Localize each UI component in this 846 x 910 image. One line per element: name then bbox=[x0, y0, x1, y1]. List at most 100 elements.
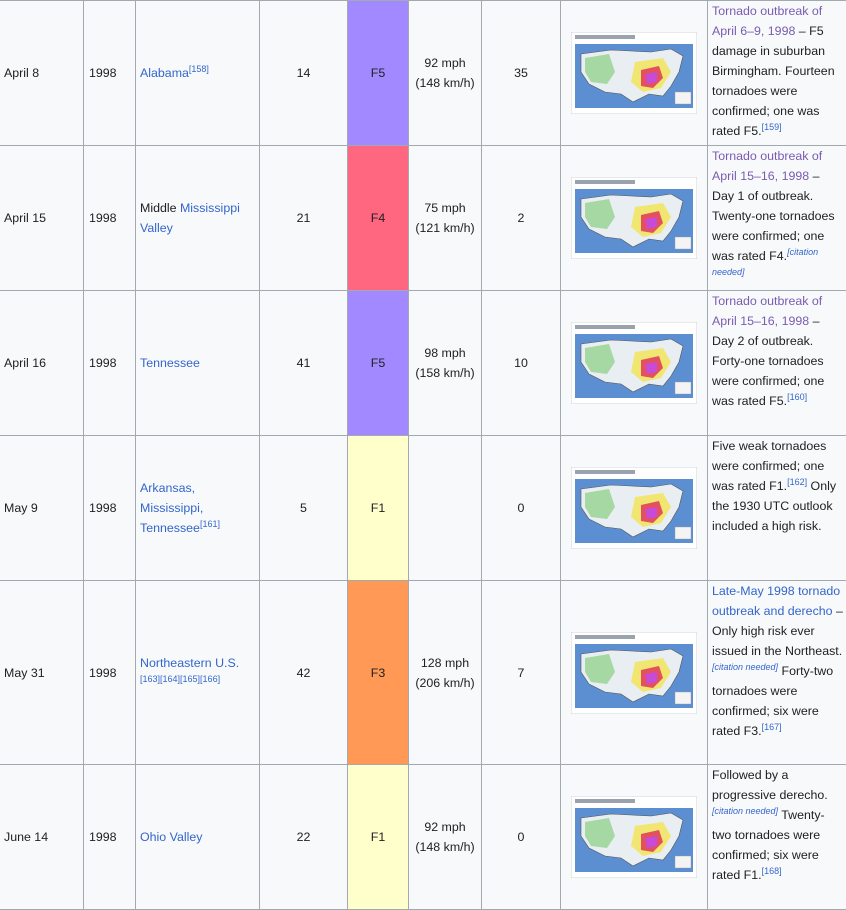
location-cell: Middle Mississippi Valley bbox=[136, 146, 260, 291]
deaths-cell: 10 bbox=[482, 291, 561, 436]
outlook-map-thumbnail[interactable] bbox=[561, 1, 707, 145]
reference-citation[interactable]: [160] bbox=[787, 392, 807, 402]
outbreak-article-link[interactable]: Tornado outbreak of April 15–16, 1998 bbox=[712, 294, 822, 328]
map-title-text bbox=[575, 180, 635, 184]
wind-mph: 98 mph bbox=[409, 343, 481, 363]
date-cell: May 31 bbox=[0, 581, 84, 765]
deaths-cell: 7 bbox=[482, 581, 561, 765]
table-row: June 14 1998 Ohio Valley 22 F1 92 mph(14… bbox=[0, 765, 846, 910]
outlook-map-cell[interactable] bbox=[561, 581, 708, 765]
outlook-map-cell[interactable] bbox=[561, 146, 708, 291]
location-link[interactable]: Arkansas, Mississippi, Tennessee bbox=[140, 481, 203, 535]
max-wind-cell: 92 mph(148 km/h) bbox=[409, 1, 482, 146]
notes-cell: Five weak tornadoes were confirmed; one … bbox=[708, 436, 846, 581]
citation-needed-tag[interactable]: [citation needed] bbox=[712, 806, 778, 816]
reference-citation[interactable]: [162] bbox=[787, 477, 807, 487]
deaths-cell: 0 bbox=[482, 765, 561, 910]
location-text: Middle bbox=[140, 201, 180, 215]
year-cell: 1998 bbox=[84, 581, 136, 765]
reference-citation[interactable]: [158] bbox=[189, 64, 209, 74]
table-row: April 16 1998 Tennessee 41 F5 98 mph(158… bbox=[0, 291, 846, 436]
table-row: May 9 1998 Arkansas, Mississippi, Tennes… bbox=[0, 436, 846, 581]
date-cell: April 15 bbox=[0, 146, 84, 291]
location-link[interactable]: Alabama bbox=[140, 66, 189, 80]
notes-cell: Late-May 1998 tornado outbreak and derec… bbox=[708, 581, 846, 765]
outlook-map-thumbnail[interactable] bbox=[561, 601, 707, 745]
table-row: May 31 1998 Northeastern U.S. [163][164][… bbox=[0, 581, 846, 765]
map-title-text bbox=[575, 35, 635, 39]
reference-citation[interactable]: [161] bbox=[200, 519, 220, 529]
map-legend bbox=[675, 92, 691, 104]
us-outlook-map-image bbox=[571, 177, 697, 259]
high-risk-area bbox=[645, 836, 657, 848]
outbreak-article-link[interactable]: Late-May 1998 tornado outbreak and derec… bbox=[712, 584, 840, 618]
us-outlook-map-image bbox=[571, 632, 697, 714]
wind-mph: 92 mph bbox=[409, 817, 481, 837]
high-risk-area bbox=[645, 72, 657, 84]
max-rating-cell: F5 bbox=[348, 291, 409, 436]
notes-cell: Tornado outbreak of April 15–16, 1998 – … bbox=[708, 291, 846, 436]
outlook-map-cell[interactable] bbox=[561, 436, 708, 581]
wind-mph: 75 mph bbox=[409, 198, 481, 218]
us-outlook-map-image bbox=[571, 796, 697, 878]
location-cell: Northeastern U.S. [163][164][165][166] bbox=[136, 581, 260, 765]
outlook-map-cell[interactable] bbox=[561, 1, 708, 146]
high-risk-area bbox=[645, 507, 657, 519]
max-rating-cell: F3 bbox=[348, 581, 409, 765]
location-link[interactable]: Tennessee bbox=[140, 356, 200, 370]
date-cell: May 9 bbox=[0, 436, 84, 581]
reference-citation[interactable]: [159] bbox=[762, 122, 782, 132]
outlook-map-cell[interactable] bbox=[561, 291, 708, 436]
high-risk-area bbox=[645, 362, 657, 374]
reference-citation[interactable]: [168] bbox=[762, 866, 782, 876]
reference-citation[interactable]: [163][164][165][166] bbox=[140, 673, 220, 683]
location-link[interactable]: Northeastern U.S. bbox=[140, 656, 239, 670]
high-risk-area bbox=[645, 672, 657, 684]
max-rating-cell: F5 bbox=[348, 1, 409, 146]
tornado-count-cell: 41 bbox=[260, 291, 348, 436]
notes-cell: Followed by a progressive derecho.[citat… bbox=[708, 765, 846, 910]
citation-needed-tag[interactable]: [citation needed] bbox=[712, 662, 778, 672]
year-cell: 1998 bbox=[84, 765, 136, 910]
wind-mph: 128 mph bbox=[409, 653, 481, 673]
tornado-count-cell: 5 bbox=[260, 436, 348, 581]
date-cell: April 8 bbox=[0, 1, 84, 146]
location-link[interactable]: Ohio Valley bbox=[140, 830, 202, 844]
us-outlook-map-image bbox=[571, 32, 697, 114]
tornado-count-cell: 21 bbox=[260, 146, 348, 291]
notes-cell: Tornado outbreak of April 15–16, 1998 – … bbox=[708, 146, 846, 291]
tornado-count-cell: 14 bbox=[260, 1, 348, 146]
high-risk-area bbox=[645, 217, 657, 229]
wind-kmh: (148 km/h) bbox=[409, 837, 481, 857]
map-title-text bbox=[575, 470, 635, 474]
location-cell: Tennessee bbox=[136, 291, 260, 436]
max-wind-cell bbox=[409, 436, 482, 581]
map-legend bbox=[675, 382, 691, 394]
year-cell: 1998 bbox=[84, 146, 136, 291]
location-cell: Arkansas, Mississippi, Tennessee[161] bbox=[136, 436, 260, 581]
max-wind-cell: 128 mph(206 km/h) bbox=[409, 581, 482, 765]
map-legend bbox=[675, 527, 691, 539]
tornado-count-cell: 22 bbox=[260, 765, 348, 910]
deaths-cell: 0 bbox=[482, 436, 561, 581]
outlook-map-thumbnail[interactable] bbox=[561, 291, 707, 435]
wind-kmh: (148 km/h) bbox=[409, 73, 481, 93]
date-cell: June 14 bbox=[0, 765, 84, 910]
tornado-count-cell: 42 bbox=[260, 581, 348, 765]
max-rating-cell: F4 bbox=[348, 146, 409, 291]
reference-citation[interactable]: [167] bbox=[762, 722, 782, 732]
max-rating-cell: F1 bbox=[348, 436, 409, 581]
notes-cell: Tornado outbreak of April 6–9, 1998 – F5… bbox=[708, 1, 846, 146]
outbreak-article-link[interactable]: Tornado outbreak of April 15–16, 1998 bbox=[712, 149, 822, 183]
us-outlook-map-image bbox=[571, 322, 697, 404]
outlook-map-cell[interactable] bbox=[561, 765, 708, 910]
outlook-map-thumbnail[interactable] bbox=[561, 146, 707, 290]
outlook-map-thumbnail[interactable] bbox=[561, 765, 707, 909]
deaths-cell: 35 bbox=[482, 1, 561, 146]
year-cell: 1998 bbox=[84, 1, 136, 146]
wind-kmh: (121 km/h) bbox=[409, 218, 481, 238]
map-title-text bbox=[575, 799, 635, 803]
max-wind-cell: 98 mph(158 km/h) bbox=[409, 291, 482, 436]
outlook-map-thumbnail[interactable] bbox=[561, 436, 707, 580]
